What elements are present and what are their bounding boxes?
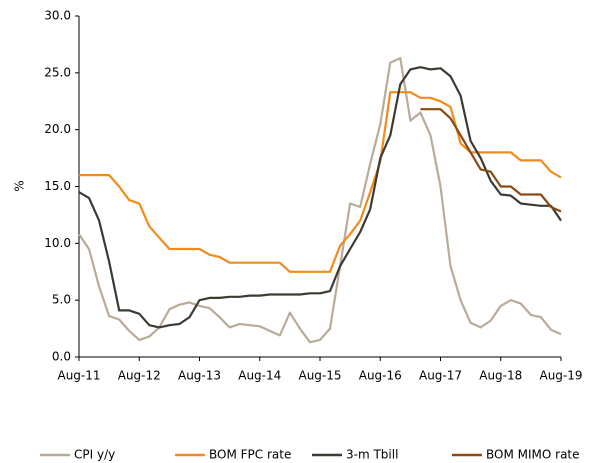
- legend-label: BOM FPC rate: [209, 448, 291, 462]
- x-tick-label: Aug-17: [419, 369, 462, 383]
- series-line: [79, 91, 562, 273]
- y-tick-label: 0.0: [52, 350, 71, 364]
- x-tick-label: Aug-12: [118, 369, 161, 383]
- x-tick-label: Aug-11: [57, 369, 100, 383]
- x-tick-label: Aug-15: [298, 369, 341, 383]
- legend-label: 3-m Tbill: [346, 448, 398, 462]
- series-line: [78, 57, 562, 344]
- legend-label: BOM MIMO rate: [486, 448, 580, 462]
- x-tick-label: Aug-13: [178, 369, 221, 383]
- y-tick-label: 10.0: [44, 236, 71, 250]
- y-axis-label: %: [13, 180, 27, 191]
- x-tick-label: Aug-19: [539, 369, 582, 383]
- y-tick-label: 15.0: [44, 179, 71, 193]
- x-tick-label: Aug-14: [238, 369, 281, 383]
- y-tick-label: 30.0: [44, 9, 71, 23]
- y-tick-label: 25.0: [44, 65, 71, 79]
- x-tick-label: Aug-18: [479, 369, 522, 383]
- series-line: [78, 66, 562, 329]
- y-tick-label: 5.0: [52, 293, 71, 307]
- series-line: [420, 108, 562, 213]
- legend-label: CPI y/y: [74, 448, 115, 462]
- y-tick-label: 20.0: [44, 122, 71, 136]
- x-tick-label: Aug-16: [359, 369, 402, 383]
